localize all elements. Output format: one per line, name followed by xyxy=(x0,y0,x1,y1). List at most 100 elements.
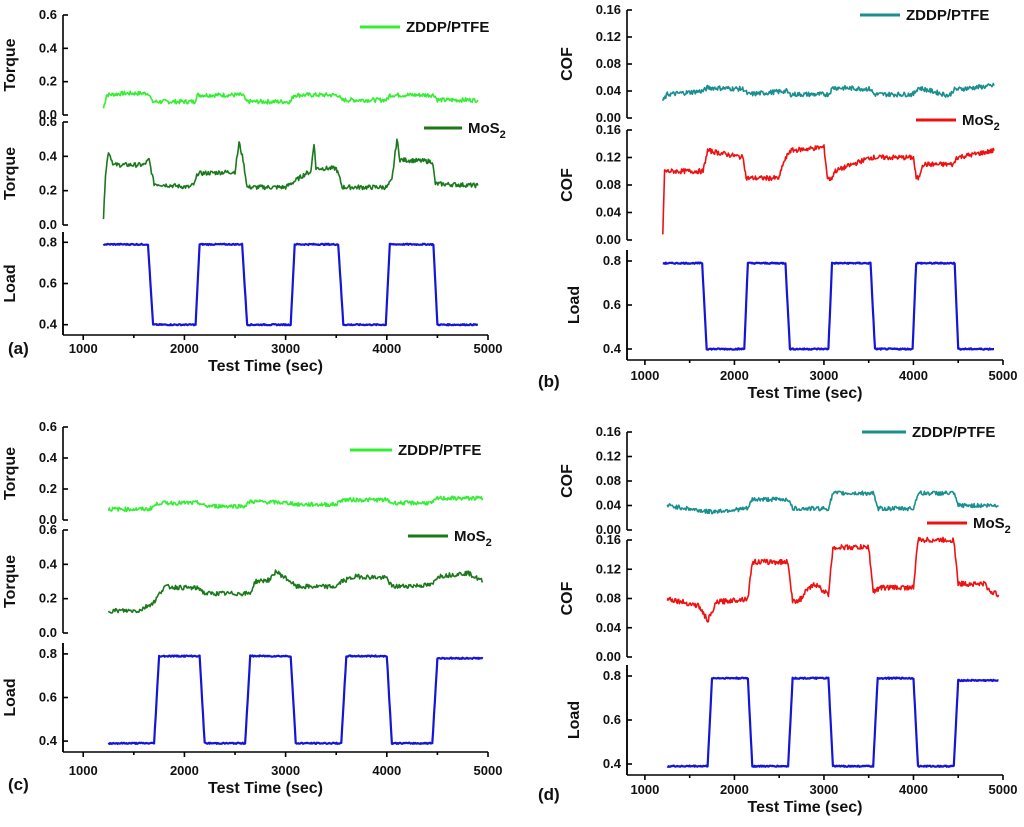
y-tick-label: 0.4 xyxy=(39,40,58,55)
y-tick-label: 0.08 xyxy=(596,591,621,606)
x-tick-label: 1000 xyxy=(69,763,98,778)
series-line-mos xyxy=(102,138,479,220)
y-tick-label: 0.16 xyxy=(596,424,621,439)
y-tick-label: 0.4 xyxy=(39,733,58,748)
y-tick-label: 0.2 xyxy=(39,74,57,89)
x-tick-label: 4000 xyxy=(899,782,928,797)
subplot-cof-1: 0.00 0.04 0.08 0.12 0.16 COF ZDDP/PTFE xyxy=(559,2,995,125)
y-tick-label: 0.0 xyxy=(39,512,57,527)
y-tick-label: 0.12 xyxy=(596,150,621,165)
series-line-load xyxy=(102,242,479,327)
subplot-torque-2: 0.0 0.2 0.4 0.6 Torque MoS2 xyxy=(2,522,492,640)
y-axis-label: Torque xyxy=(2,147,19,200)
y-tick-label: 0.16 xyxy=(596,122,621,137)
subplot-load-3: 0.4 0.6 0.8 Load xyxy=(566,250,995,360)
y-axis-label: Torque xyxy=(2,447,19,500)
y-tick-label: 0.6 xyxy=(603,297,621,312)
series-line-load xyxy=(662,261,995,351)
y-tick-label: 0.6 xyxy=(39,7,57,22)
x-tick-label: 1000 xyxy=(630,368,659,383)
y-tick-label: 0.08 xyxy=(596,56,621,71)
subplot-torque-1: 0.0 0.2 0.4 0.6 Torque ZDDP/PTFE xyxy=(2,7,489,122)
panel-label: (d) xyxy=(538,785,560,804)
legend-label: ZDDP/PTFE xyxy=(906,7,989,24)
y-tick-label: 0.6 xyxy=(603,712,621,727)
series-line-mos xyxy=(662,144,995,235)
x-axis-label: Test Time (sec) xyxy=(747,385,862,402)
y-tick-label: 0.4 xyxy=(39,556,58,571)
x-tick-label: 4000 xyxy=(372,763,401,778)
series-line-zddpptfe xyxy=(666,490,999,515)
subplot-load-3: 0.4 0.6 0.8 Load xyxy=(566,665,999,775)
x-axis-label: Test Time (sec) xyxy=(208,780,323,797)
x-tick-label: 2000 xyxy=(720,368,749,383)
panel-d: 0.00 0.04 0.08 0.12 0.16 COF ZDDP/PTFE 0.00 0.04… xyxy=(538,424,1017,816)
y-tick-label: 0.8 xyxy=(603,253,621,268)
x-tick-label: 2000 xyxy=(720,782,749,797)
panel-c: 0.0 0.2 0.4 0.6 Torque ZDDP/PTFE 0.0 0.2 0.4 0.6 T… xyxy=(2,419,502,797)
subplot-torque-1: 0.0 0.2 0.4 0.6 Torque ZDDP/PTFE xyxy=(2,419,484,527)
series-line-mos xyxy=(107,569,484,614)
panel-label: (c) xyxy=(8,775,29,794)
y-tick-label: 0.12 xyxy=(596,449,621,464)
y-axis-label: Load xyxy=(566,701,583,739)
x-axis-label: Test Time (sec) xyxy=(747,799,862,816)
subplot-load-3: 0.4 0.6 0.8 Load xyxy=(2,643,484,752)
series-line-mos xyxy=(666,536,1000,623)
series-line-zddpptfe xyxy=(107,495,484,513)
y-tick-label: 0.12 xyxy=(596,29,621,44)
y-tick-label: 0.0 xyxy=(39,217,57,232)
panel-label: (b) xyxy=(538,372,560,391)
x-tick-label: 3000 xyxy=(271,341,300,356)
y-tick-label: 0.2 xyxy=(39,183,57,198)
x-tick-label: 5000 xyxy=(474,763,503,778)
series-line-load xyxy=(666,676,999,768)
y-axis-label: COF xyxy=(559,581,576,615)
y-axis-label: COF xyxy=(559,168,576,202)
y-tick-label: 0.4 xyxy=(39,148,58,163)
y-tick-label: 0.0 xyxy=(39,625,57,640)
x-tick-label: 1000 xyxy=(69,341,98,356)
y-tick-label: 0.6 xyxy=(39,419,57,434)
y-tick-label: 0.04 xyxy=(596,205,622,220)
y-tick-label: 0.8 xyxy=(39,234,57,249)
y-tick-label: 0.0 xyxy=(39,107,57,122)
y-axis-label: COF xyxy=(559,464,576,498)
x-axis-label: Test Time (sec) xyxy=(208,358,323,375)
legend-label: MoS2 xyxy=(973,515,1011,536)
y-tick-label: 0.6 xyxy=(39,690,57,705)
y-axis-label: Load xyxy=(2,264,19,302)
y-tick-label: 0.4 xyxy=(39,317,58,332)
y-tick-label: 0.4 xyxy=(39,450,58,465)
subplot-cof-2: 0.00 0.04 0.08 0.12 0.16 COF MoS2 xyxy=(559,515,1011,664)
y-tick-label: 0.00 xyxy=(596,110,621,125)
legend-label: MoS2 xyxy=(962,112,1000,133)
y-tick-label: 0.00 xyxy=(596,649,621,664)
subplot-load-3: 0.4 0.6 0.8 Load xyxy=(2,232,479,335)
x-tick-label: 5000 xyxy=(989,368,1018,383)
x-tick-label: 5000 xyxy=(989,782,1018,797)
x-tick-label: 4000 xyxy=(372,341,401,356)
y-axis-label: Torque xyxy=(2,38,19,91)
y-tick-label: 0.2 xyxy=(39,481,57,496)
y-axis-label: Load xyxy=(566,286,583,324)
y-tick-label: 0.6 xyxy=(39,114,57,129)
subplot-cof-2: 0.00 0.04 0.08 0.12 0.16 COF MoS2 xyxy=(559,112,1000,247)
y-tick-label: 0.00 xyxy=(596,522,621,537)
y-tick-label: 0.4 xyxy=(603,756,622,771)
legend-label: ZDDP/PTFE xyxy=(912,424,995,441)
legend-label: ZDDP/PTFE xyxy=(398,442,481,459)
y-tick-label: 0.2 xyxy=(39,591,57,606)
y-tick-label: 0.8 xyxy=(39,646,57,661)
y-axis-label: Torque xyxy=(2,555,19,608)
y-tick-label: 0.04 xyxy=(596,498,622,513)
legend-label: MoS2 xyxy=(454,528,492,549)
legend-label: ZDDP/PTFE xyxy=(406,19,489,36)
panel-b: 0.00 0.04 0.08 0.12 0.16 COF ZDDP/PTFE 0.00 0.04… xyxy=(538,2,1017,402)
series-line-load xyxy=(107,654,484,746)
x-tick-label: 4000 xyxy=(899,368,928,383)
series-line-zddpptfe xyxy=(662,82,995,102)
x-tick-label: 2000 xyxy=(170,763,199,778)
x-tick-label: 3000 xyxy=(271,763,300,778)
